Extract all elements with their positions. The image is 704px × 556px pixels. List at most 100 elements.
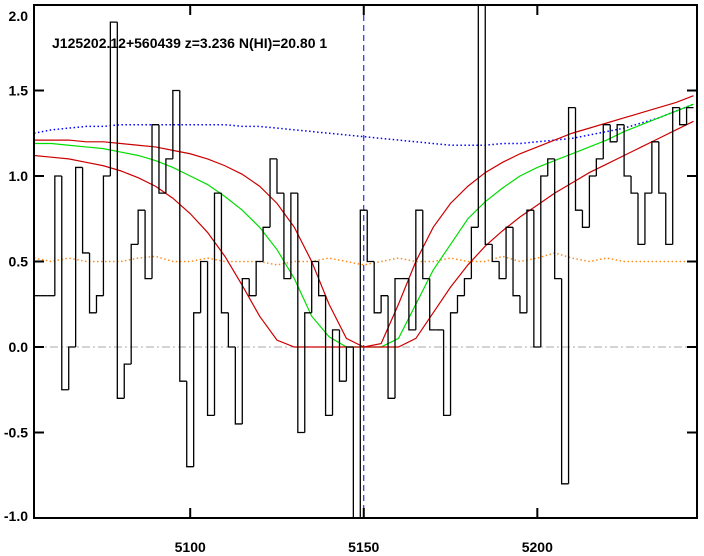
flux-step <box>297 193 305 434</box>
chart-title: J125202.12+560439 z=3.236 N(HI)=20.80 1 <box>52 35 327 51</box>
flux-step <box>540 175 548 347</box>
y-tick-label: 1.0 <box>9 168 29 184</box>
flux-step <box>567 106 576 484</box>
flux-step <box>658 141 666 194</box>
y-tick-label: -0.5 <box>4 425 28 441</box>
flux-step <box>359 209 368 518</box>
model-curve <box>34 120 694 348</box>
x-tick-label: 5150 <box>348 539 379 555</box>
flux-step <box>95 295 104 313</box>
flux-step <box>262 226 271 262</box>
flux-step <box>158 124 166 194</box>
flux-step <box>616 124 625 142</box>
flux-step <box>109 21 118 176</box>
flux-step <box>678 107 687 126</box>
flux-step <box>151 124 159 279</box>
flux-step <box>213 192 222 416</box>
flux-step <box>54 175 62 296</box>
flux-step <box>651 141 659 194</box>
flux-step <box>331 329 340 416</box>
flux-step <box>338 329 347 382</box>
flux-step <box>186 381 194 468</box>
flux-step <box>637 193 645 246</box>
flux-step <box>61 176 69 391</box>
flux-step <box>366 210 375 263</box>
x-tick-label: 5200 <box>522 539 553 555</box>
flux-step <box>685 106 694 125</box>
flux-step <box>477 5 486 228</box>
flux-step <box>234 347 243 425</box>
flux-step <box>324 295 333 417</box>
flux-step <box>602 124 611 159</box>
flux-step <box>317 261 326 297</box>
flux-step <box>533 210 541 348</box>
flux-step <box>588 175 597 228</box>
flux-step <box>241 277 250 424</box>
flux-step <box>429 278 437 331</box>
flux-step <box>505 226 514 279</box>
flux-step <box>283 193 291 280</box>
flux-step <box>68 346 76 390</box>
flux-step <box>75 166 83 347</box>
y-tick-label: 1.5 <box>9 83 29 99</box>
flux-step <box>560 278 569 485</box>
flux-step <box>193 312 201 467</box>
flux-step <box>442 329 451 417</box>
flux-step <box>248 278 257 297</box>
flux-step <box>220 193 229 314</box>
flux-step <box>630 176 638 194</box>
flux-step <box>81 167 90 254</box>
flux-step <box>165 158 173 194</box>
flux-step <box>554 158 562 280</box>
flux-step <box>304 312 312 433</box>
flux-step <box>102 175 111 296</box>
flux-step <box>470 226 479 279</box>
flux-step <box>609 124 618 143</box>
y-tick-label: 0.0 <box>9 339 29 355</box>
flux-step <box>491 244 500 263</box>
flux-step <box>206 261 215 417</box>
x-tick-label: 5100 <box>175 539 206 555</box>
flux-step <box>123 363 132 399</box>
flux-step <box>422 210 430 280</box>
flux-step <box>345 346 354 382</box>
flux-step <box>574 107 583 211</box>
flux-step <box>394 277 402 399</box>
flux-step <box>512 227 520 297</box>
flux-step <box>484 5 493 246</box>
flux-step <box>581 210 590 228</box>
flux-step <box>547 158 555 176</box>
flux-step <box>88 252 97 314</box>
flux-step <box>526 209 534 313</box>
flux-step <box>623 124 632 177</box>
flux-step <box>199 260 208 313</box>
y-tick-label: 0.5 <box>9 254 29 270</box>
flux-step <box>665 193 673 246</box>
flux-step <box>352 347 361 518</box>
flux-step <box>311 260 319 313</box>
flux-step <box>144 210 153 280</box>
flux-step <box>137 209 146 245</box>
flux-step <box>408 278 416 331</box>
flux-step <box>116 22 125 399</box>
flux-step <box>269 158 277 228</box>
flux-step <box>387 295 396 399</box>
flux-step <box>290 192 298 279</box>
flux-step <box>130 243 139 365</box>
flux-step <box>172 89 180 159</box>
flux-step <box>456 295 465 313</box>
plot-area <box>34 5 697 518</box>
flux-step <box>255 260 264 296</box>
flux-step <box>449 312 458 416</box>
flux-step <box>227 312 236 348</box>
flux-step <box>415 209 423 330</box>
flux-step <box>498 261 507 280</box>
flux-step <box>672 106 680 245</box>
flux-step <box>595 158 604 176</box>
flux-step <box>519 295 527 314</box>
flux-step <box>463 277 472 296</box>
flux-step <box>644 192 652 245</box>
